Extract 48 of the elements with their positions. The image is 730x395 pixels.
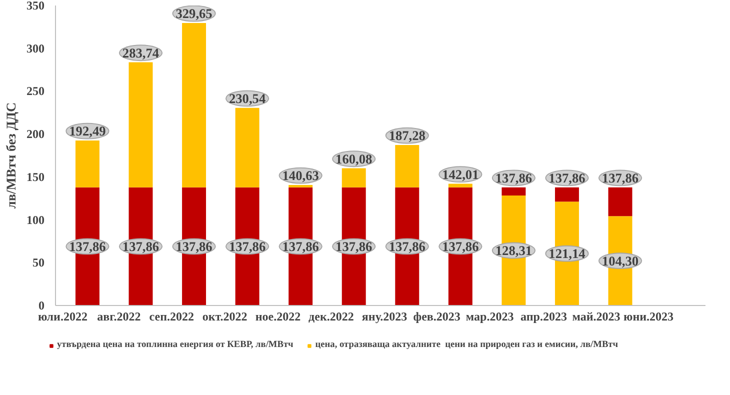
- data-label: 121,14: [548, 246, 586, 262]
- y-tick-label: 50: [32, 256, 44, 270]
- bar: [448, 184, 472, 188]
- x-tick-label: май.2023: [572, 310, 620, 324]
- bar: [288, 184, 313, 188]
- y-tick-label: 250: [26, 84, 44, 98]
- total-label: 137,86: [495, 170, 532, 186]
- y-axis-title: лв/МВтч без ДДС: [4, 102, 18, 209]
- y-tick-label: 0: [38, 298, 44, 312]
- x-tick-label: авг.2022: [97, 310, 141, 324]
- data-label: 137,86: [336, 238, 373, 254]
- bar: [502, 187, 526, 196]
- data-label: 128,31: [495, 243, 532, 258]
- total-label: 160,08: [336, 151, 373, 166]
- data-label: 137,86: [282, 238, 320, 254]
- x-tick-label: фев.2023: [413, 310, 460, 324]
- y-tick-label: 300: [26, 41, 44, 56]
- data-label: 137,86: [228, 238, 266, 254]
- total-label: 192,49: [69, 124, 106, 139]
- y-tick-label: 150: [26, 170, 44, 184]
- legend-label: утвърдена цена на топлинна енергия от КЕВР, лв/МВтч: [56, 340, 294, 350]
- x-tick-label: юни.2023: [624, 310, 674, 324]
- total-label: 137,86: [548, 170, 586, 186]
- y-tick-label: 200: [26, 127, 44, 142]
- data-label: 137,86: [442, 238, 480, 254]
- y-tick-label: 350: [26, 0, 44, 12]
- total-label: 230,54: [228, 90, 266, 106]
- data-label: 137,86: [122, 238, 160, 254]
- data-label: 137,86: [388, 238, 426, 254]
- x-tick-label: юли.2022: [38, 310, 88, 324]
- data-label: 104,30: [602, 253, 639, 268]
- data-label: 137,86: [176, 238, 213, 254]
- x-tick-label: дек.2022: [308, 310, 354, 324]
- x-tick-label: апр.2023: [520, 310, 567, 324]
- x-tick-label: яну.2023: [362, 310, 408, 324]
- total-label: 142,01: [442, 166, 479, 182]
- x-tick-label: ное.2022: [255, 310, 301, 324]
- total-label: 329,65: [176, 6, 213, 22]
- data-label: 137,86: [69, 238, 106, 254]
- legend-label: цена, отразяваща актуалните цени на природен газ и емисии, лв/МВтч: [315, 340, 618, 350]
- total-label: 137,86: [602, 170, 639, 186]
- x-tick-label: сеп.2022: [149, 310, 194, 324]
- y-tick-label: 100: [26, 212, 44, 227]
- total-label: 187,28: [388, 128, 426, 144]
- total-label: 140,63: [282, 168, 320, 184]
- total-label: 283,74: [122, 45, 160, 60]
- x-tick-label: мар.2023: [466, 310, 514, 324]
- x-tick-label: окт.2022: [202, 310, 248, 324]
